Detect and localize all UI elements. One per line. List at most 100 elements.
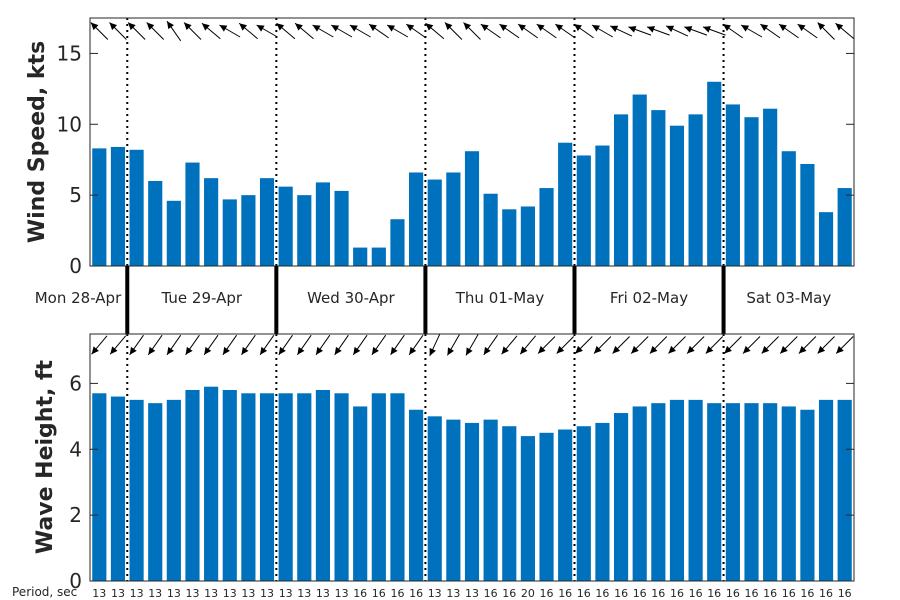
bar [92, 393, 107, 581]
direction-arrow [742, 336, 761, 354]
period-value: 13 [111, 587, 125, 600]
wind-speed-axis-label: Wind Speed, kts [25, 41, 50, 243]
period-value: 13 [465, 587, 479, 600]
bar [110, 146, 126, 266]
direction-arrow [628, 26, 652, 36]
direction-arrow [256, 24, 278, 38]
bar [632, 94, 647, 266]
direction-arrow [166, 334, 182, 356]
direction-arrow [371, 334, 387, 356]
period-value: 13 [92, 587, 106, 600]
direction-arrow [368, 23, 389, 39]
bar [427, 416, 442, 581]
direction-arrow [760, 23, 781, 39]
direction-arrow [296, 334, 312, 356]
direction-arrow [147, 334, 163, 356]
direction-arrow [259, 334, 275, 356]
period-value: 16 [577, 587, 591, 600]
period-value: 16 [353, 587, 367, 600]
y-tick-label: 2 [69, 503, 82, 527]
bar [483, 419, 498, 581]
direction-arrow [591, 24, 614, 38]
bar [353, 247, 368, 266]
bar [371, 247, 386, 266]
direction-arrow [90, 22, 109, 40]
direction-arrow [555, 23, 576, 39]
bar [297, 393, 312, 581]
direction-arrow [127, 22, 146, 40]
period-value: 13 [130, 587, 144, 600]
bar [669, 399, 685, 581]
direction-arrow [684, 26, 708, 36]
bar [651, 110, 666, 266]
direction-arrow [222, 334, 238, 356]
direction-arrow [835, 336, 854, 354]
bar [334, 190, 349, 266]
period-value: 13 [279, 587, 293, 600]
y-tick-label: 0 [69, 254, 82, 278]
y-tick-label: 4 [69, 437, 82, 461]
direction-arrow [817, 22, 835, 40]
bar [818, 399, 834, 581]
bar [763, 108, 778, 266]
period-value: 13 [335, 587, 349, 600]
direction-arrow [724, 336, 742, 354]
bar [353, 406, 368, 581]
bar [837, 188, 852, 266]
bar [651, 403, 666, 581]
direction-arrow [334, 334, 349, 356]
direction-arrow [330, 24, 353, 38]
direction-arrow [798, 336, 817, 354]
direction-arrow [386, 24, 409, 38]
direction-arrow [609, 25, 633, 37]
bar [613, 413, 629, 581]
bar [707, 403, 722, 581]
direction-arrow [499, 23, 520, 39]
bar [763, 403, 778, 581]
direction-arrow [646, 26, 670, 36]
period-value: 16 [372, 587, 386, 600]
bar [502, 426, 517, 581]
bar [800, 409, 815, 581]
bar [297, 195, 312, 266]
bar [632, 406, 647, 581]
direction-arrow [444, 22, 463, 40]
bar [185, 389, 200, 581]
bar [502, 209, 517, 266]
bar [259, 393, 275, 581]
bar [613, 114, 629, 267]
direction-arrow [556, 336, 575, 354]
bar [539, 432, 554, 581]
wave-height-axis-label: Wave Height, ft [33, 359, 58, 554]
direction-arrow [536, 23, 557, 39]
bar [558, 142, 573, 266]
period-value: 16 [614, 587, 628, 600]
bar [744, 117, 759, 266]
direction-arrow [446, 334, 460, 356]
bar [483, 193, 498, 266]
direction-arrow [702, 26, 726, 36]
direction-arrow [241, 334, 256, 356]
direction-arrow [835, 22, 855, 40]
bar [725, 403, 740, 581]
direction-arrow [352, 334, 368, 356]
period-value: 16 [726, 587, 740, 600]
bar [446, 172, 461, 266]
period-value: 16 [558, 587, 572, 600]
y-tick-label: 15 [57, 41, 82, 65]
direction-arrow [294, 22, 314, 40]
direction-arrow [146, 22, 165, 40]
bar [595, 145, 610, 266]
period-value: 16 [819, 587, 833, 600]
bar [315, 389, 331, 581]
period-value: 16 [689, 587, 703, 600]
direction-arrow [238, 22, 258, 40]
period-value: 16 [670, 587, 684, 600]
day-label: Thu 01-May [455, 289, 545, 307]
period-value: 13 [167, 587, 181, 600]
direction-arrow [483, 334, 498, 356]
bar [278, 393, 293, 581]
bar [241, 195, 256, 266]
direction-arrow [465, 334, 479, 356]
